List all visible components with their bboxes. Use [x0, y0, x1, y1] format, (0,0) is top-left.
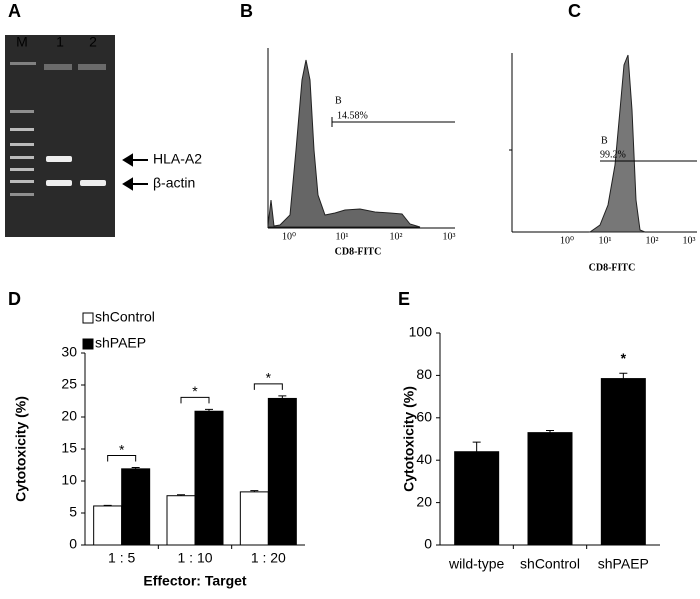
x-tick-label: 10⁰: [560, 235, 574, 246]
bar: [166, 495, 196, 546]
significance-bracket: [253, 383, 283, 390]
x-tick-label: 1 : 5: [108, 550, 135, 566]
error-bar: [619, 372, 628, 379]
panel-label: B: [240, 1, 253, 21]
bar: [527, 432, 573, 546]
well: [78, 64, 106, 70]
y-axis-label: Cytotoxicity (%): [401, 386, 417, 492]
arrows: [122, 153, 148, 191]
y-tick-label: 100: [409, 324, 433, 340]
panel-label: A: [8, 1, 21, 21]
bar: [239, 491, 269, 546]
panel-label: E: [398, 289, 410, 309]
significance-bracket: [107, 455, 137, 462]
y-tick-label: 0: [424, 536, 432, 552]
legend-label: shPAEP: [95, 335, 146, 351]
lane-label: 2: [89, 34, 97, 50]
bar: [600, 378, 646, 546]
bar: [454, 451, 500, 546]
bar: [121, 468, 151, 546]
error-bar: [131, 467, 140, 469]
flow-plot: [267, 48, 455, 229]
band: [46, 180, 72, 186]
y-tick-label: 0: [69, 536, 77, 552]
y-tick-label: 25: [61, 376, 77, 392]
x-tick-label: 10³: [683, 235, 696, 246]
error-bar: [472, 441, 481, 452]
gate-label: B: [335, 95, 342, 106]
bar: [93, 505, 123, 546]
error-bar: [546, 430, 554, 433]
y-tick-label: 20: [61, 408, 77, 424]
y-tick-label: 60: [416, 409, 432, 425]
gate-percent: 99.2%: [600, 149, 626, 160]
bar: [194, 410, 224, 546]
y-tick-label: 10: [61, 472, 77, 488]
x-tick-label: 1 : 20: [251, 550, 286, 566]
error-bar: [103, 504, 112, 506]
y-tick-label: 5: [69, 504, 77, 520]
x-axis-label: CD8-FITC: [335, 246, 382, 257]
legend-swatch: [82, 312, 94, 324]
significance-star: *: [266, 370, 272, 386]
bar: [267, 397, 297, 546]
x-tick-label: wild-type: [448, 556, 504, 572]
x-tick-label: 10²: [646, 235, 659, 246]
legend-swatch: [82, 338, 94, 350]
y-axis-label: Cytotoxicity (%): [13, 396, 29, 502]
ladder: [10, 62, 36, 196]
lane-label: 1: [56, 34, 64, 50]
well: [44, 64, 72, 70]
x-axis-label: CD8-FITC: [589, 262, 636, 273]
lane-label: M: [16, 34, 28, 50]
x-tick-label: shPAEP: [598, 556, 649, 572]
significance-star: *: [621, 350, 627, 366]
panel-label: D: [8, 289, 21, 309]
error-bar: [205, 408, 213, 412]
band: [46, 156, 72, 162]
y-tick-label: 20: [416, 493, 432, 509]
significance-star: *: [119, 441, 125, 457]
flow-plot: [509, 53, 697, 233]
gate-label: B: [601, 135, 608, 146]
x-tick-label: 10³: [443, 231, 456, 242]
band: [80, 180, 106, 186]
x-tick-label: 10¹: [599, 235, 612, 246]
band-label: β-actin: [153, 175, 195, 191]
x-axis-label: Effector: Target: [143, 573, 247, 589]
x-tick-label: shControl: [520, 556, 580, 572]
error-bar: [278, 395, 287, 399]
y-tick-label: 30: [61, 344, 77, 360]
x-tick-label: 10⁰: [282, 231, 296, 242]
y-tick-label: 15: [61, 440, 77, 456]
y-tick-label: 80: [416, 366, 432, 382]
significance-star: *: [192, 383, 198, 399]
x-tick-label: 10¹: [336, 231, 349, 242]
significance-bracket: [180, 396, 210, 404]
x-tick-label: 10²: [390, 231, 403, 242]
y-tick-label: 40: [416, 451, 432, 467]
panel-label: C: [568, 1, 581, 21]
gate-percent: 14.58%: [337, 110, 368, 121]
error-bar: [177, 494, 185, 496]
error-bar: [250, 490, 259, 492]
legend-label: shControl: [95, 309, 155, 325]
x-tick-label: 1 : 10: [177, 550, 212, 566]
band-label: HLA-A2: [153, 151, 202, 167]
